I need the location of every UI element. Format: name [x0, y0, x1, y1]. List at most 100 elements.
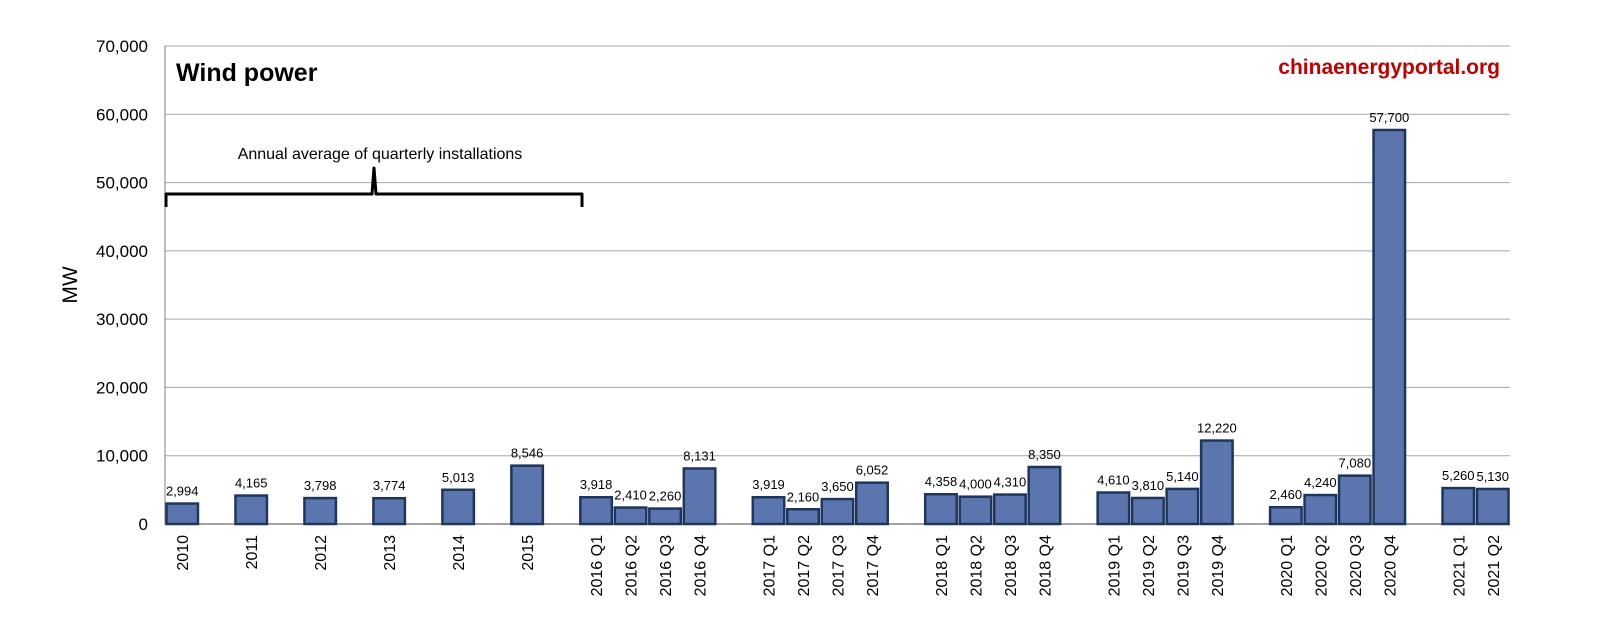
y-tick-label: 30,000 [96, 310, 148, 329]
category-label: 2020 Q2 [1313, 535, 1330, 596]
data-label: 5,013 [442, 470, 475, 485]
y-axis-label: MW [59, 266, 82, 303]
data-label: 4,240 [1304, 475, 1337, 490]
y-axis-tick-labels: 0 10,000 20,000 30,000 40,000 50,000 60,000 70,… [96, 37, 148, 534]
data-label: 2,160 [787, 489, 820, 504]
data-label: 3,918 [580, 477, 613, 492]
category-label: 2017 Q2 [796, 535, 813, 596]
data-label: 3,919 [752, 477, 785, 492]
bar [820, 497, 855, 526]
y-tick-label: 10,000 [96, 447, 148, 466]
watermark-text: chinaenergyportal.org [1278, 56, 1500, 79]
bar [1441, 486, 1476, 526]
category-label: 2015 [520, 535, 537, 571]
y-tick-label: 50,000 [96, 174, 148, 193]
data-label: 4,165 [235, 476, 268, 491]
bar [165, 502, 200, 526]
category-label: 2018 Q2 [968, 535, 985, 596]
bar [303, 496, 338, 526]
data-label: 2,994 [166, 484, 199, 499]
data-label: 3,650 [821, 479, 854, 494]
bar [1337, 474, 1372, 526]
category-label: 2020 Q3 [1348, 535, 1365, 596]
data-label: 8,131 [683, 448, 716, 463]
bar [682, 467, 717, 526]
bar [234, 494, 269, 526]
data-label: 8,350 [1028, 447, 1061, 462]
category-label: 2019 Q1 [1106, 535, 1123, 596]
bar [579, 495, 614, 526]
category-label: 2010 [175, 535, 192, 571]
bar [992, 493, 1027, 526]
data-label: 7,080 [1339, 456, 1372, 471]
category-label: 2017 Q1 [762, 535, 779, 596]
bar [441, 488, 476, 526]
data-label: 5,260 [1442, 468, 1475, 483]
bar [751, 495, 786, 526]
bar [1027, 465, 1062, 526]
data-label: 5,140 [1166, 469, 1199, 484]
category-label: 2016 Q2 [624, 535, 641, 596]
y-tick-label: 40,000 [96, 242, 148, 261]
category-label: 2016 Q1 [589, 535, 606, 596]
category-label: 2018 Q3 [1003, 535, 1020, 596]
bar [1303, 493, 1338, 526]
data-label: 5,130 [1476, 469, 1509, 484]
category-label: 2019 Q4 [1210, 535, 1227, 596]
bar [1130, 496, 1165, 526]
y-tick-label: 20,000 [96, 378, 148, 397]
bar [1372, 128, 1407, 526]
data-label: 4,358 [925, 474, 958, 489]
category-label: 2012 [313, 535, 330, 571]
category-label: 2021 Q1 [1451, 535, 1468, 596]
category-label: 2018 Q1 [934, 535, 951, 596]
category-label: 2013 [382, 535, 399, 571]
data-label: 2,260 [649, 489, 682, 504]
category-label: 2020 Q4 [1382, 535, 1399, 596]
bar [1475, 487, 1510, 526]
bar [648, 507, 683, 526]
data-label: 3,798 [304, 478, 337, 493]
bar [1199, 439, 1234, 526]
gridlines [164, 45, 1510, 525]
data-label: 4,610 [1097, 473, 1130, 488]
category-label: 2020 Q1 [1279, 535, 1296, 596]
data-label: 2,460 [1270, 487, 1303, 502]
category-label: 2016 Q3 [658, 535, 675, 596]
y-tick-label: 0 [139, 515, 148, 534]
bar [1268, 505, 1303, 526]
chart-title: Wind power [176, 59, 318, 87]
y-tick-label: 70,000 [96, 37, 148, 56]
category-label: 2016 Q4 [693, 535, 710, 596]
category-label: 2018 Q4 [1037, 535, 1054, 596]
data-label: 8,546 [511, 446, 544, 461]
category-label: 2019 Q3 [1175, 535, 1192, 596]
bar [958, 495, 993, 526]
category-label: 2021 Q2 [1486, 535, 1503, 596]
bar [1165, 487, 1200, 526]
category-label: 2014 [451, 535, 468, 571]
category-label: 2017 Q3 [831, 535, 848, 596]
data-label: 12,220 [1197, 421, 1237, 436]
annotation-text: Annual average of quarterly installation… [238, 146, 523, 163]
category-label: 2011 [244, 535, 261, 570]
data-label: 4,000 [959, 477, 992, 492]
bars [165, 128, 1510, 526]
data-label: 57,700 [1369, 110, 1409, 125]
annotation-brace [164, 166, 584, 207]
bar [613, 506, 648, 526]
bar [372, 496, 407, 526]
bar [923, 492, 958, 526]
bar [854, 481, 889, 526]
data-label: 3,774 [373, 478, 406, 493]
x-axis-tick-labels: 2010 2011 2012 2013 2014 2015 2016 Q1 2016 Q2 20… [175, 535, 1503, 596]
y-tick-label: 60,000 [96, 105, 148, 124]
data-label: 6,052 [856, 463, 889, 478]
data-label: 4,310 [994, 475, 1027, 490]
category-label: 2017 Q4 [865, 535, 882, 596]
bar [510, 464, 545, 526]
data-labels: 2,994 4,165 3,798 3,774 5,013 8,546 3,9182,410… [166, 110, 1509, 504]
bar [786, 508, 821, 526]
data-label: 3,810 [1132, 478, 1165, 493]
